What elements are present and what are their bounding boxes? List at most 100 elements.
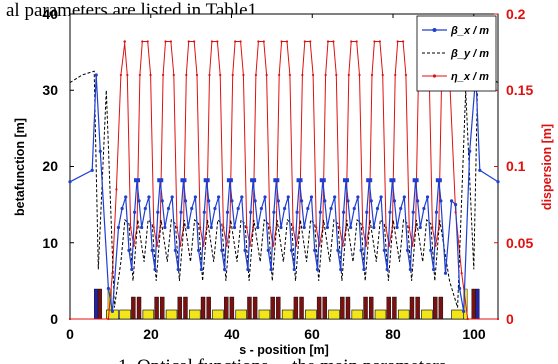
x-tick-100: 100 — [462, 326, 486, 342]
magnet-quad — [183, 296, 188, 320]
series-eta-x-point — [179, 244, 182, 247]
legend-label-beta-y: β_y / m — [450, 48, 489, 60]
series-beta-x-point — [375, 206, 380, 211]
magnet-dipole — [119, 309, 131, 320]
magnet-quad — [154, 296, 159, 320]
series-eta-x-point — [265, 73, 268, 77]
series-beta-x-point — [276, 199, 280, 203]
magnet-quad — [316, 296, 322, 320]
series-beta-x-point — [333, 195, 337, 199]
magnet-quad — [160, 296, 165, 320]
magnet-quad — [270, 296, 275, 320]
series-eta-x-point — [68, 317, 72, 321]
series-eta-x-point — [402, 40, 405, 43]
series-eta-x-point — [252, 226, 255, 229]
series-beta-x-point — [166, 206, 171, 211]
magnet-quad — [415, 296, 420, 320]
magnet-dipole — [328, 309, 340, 320]
series-beta-x-point — [439, 199, 443, 203]
series-eta-x-point — [298, 226, 301, 229]
series-beta-x-point — [341, 210, 346, 214]
magnet-quad — [177, 296, 183, 320]
magnet-quad — [392, 296, 397, 320]
series-beta-x-point — [163, 225, 167, 230]
series-eta-x-point — [318, 244, 321, 247]
series-beta-x-peak — [273, 178, 280, 183]
series-beta-x-point — [190, 206, 194, 211]
magnet-quad — [386, 296, 391, 320]
series-beta-x-point — [98, 149, 102, 153]
y-tick-right-02: 0.2 — [506, 6, 526, 22]
series-beta-x-point — [299, 199, 304, 203]
y-tick-left-40: 40 — [42, 6, 58, 22]
series-eta-x-point — [268, 226, 271, 229]
series-eta-x-point — [169, 40, 173, 43]
series-eta-x-point — [135, 226, 139, 229]
series-eta-x-point — [311, 73, 315, 77]
series-beta-x-point — [216, 195, 221, 199]
magnet-quad — [293, 296, 299, 320]
magnet-dipole — [189, 309, 201, 320]
legend: β_x / m β_y / m η_x / m — [416, 15, 497, 92]
magnet-quad — [409, 296, 415, 320]
series-eta-x-point — [199, 226, 202, 229]
x-tick-20: 20 — [143, 326, 159, 342]
magnet-dipole — [351, 309, 364, 320]
series-beta-x-point — [292, 267, 296, 272]
series-beta-x-point — [313, 248, 317, 252]
legend-label-eta-x: η_x / m — [451, 71, 489, 83]
legend-label-beta-x: β_x / m — [450, 25, 489, 37]
series-eta-x-point — [411, 244, 414, 247]
y-tick-left-10: 10 — [42, 235, 58, 251]
series-eta-x-point — [149, 73, 152, 77]
series-beta-x-point — [315, 267, 320, 272]
x-tick-80: 80 — [385, 326, 401, 342]
series-eta-x-point — [338, 226, 341, 229]
series-eta-x-point — [239, 40, 242, 43]
series-beta-x-point — [352, 206, 356, 211]
series-eta-x-point — [164, 40, 167, 43]
caption-text: 1. Optical functions ... the main parame… — [118, 356, 465, 364]
series-eta-x-point — [275, 226, 278, 229]
magnet-dipole — [165, 309, 178, 320]
series-eta-x-point — [303, 40, 306, 43]
series-eta-x-point — [146, 40, 149, 43]
series-beta-x-point — [339, 267, 343, 272]
magnet-end — [471, 288, 476, 320]
legend-box — [416, 15, 497, 92]
series-beta-x-point — [399, 206, 403, 211]
magnet-quad — [224, 296, 229, 320]
series-eta-x-point — [381, 73, 384, 77]
series-eta-x-point — [228, 226, 231, 229]
series-beta-x-point — [137, 199, 141, 203]
series-beta-x-point — [295, 210, 299, 214]
series-eta-x-point — [364, 244, 368, 247]
series-beta-x-point — [202, 210, 206, 214]
magnet-quad — [131, 296, 136, 320]
series-eta-x-point — [350, 40, 353, 43]
y-tick-right-015: 0.15 — [506, 82, 533, 98]
series-beta-x-point — [230, 199, 234, 203]
series-beta-x-point — [110, 309, 114, 313]
series-beta-x-point — [269, 267, 273, 272]
series-beta-x-peak — [435, 178, 442, 183]
series-eta-x-point — [119, 73, 122, 77]
series-beta-x-point — [106, 286, 110, 291]
series-beta-x-point — [90, 168, 94, 172]
series-eta-x-point — [373, 40, 376, 43]
series-beta-x-point — [496, 180, 500, 184]
series-layer — [68, 40, 500, 321]
series-beta-x-point — [199, 267, 204, 272]
series-beta-x-point — [183, 199, 188, 203]
series-eta-x-point — [254, 73, 258, 77]
series-eta-x-point — [123, 40, 126, 43]
series-beta-x-point — [160, 199, 164, 203]
series-eta-x-point — [460, 272, 463, 275]
series-eta-x-point — [271, 244, 275, 247]
y-tick-left-20: 20 — [42, 158, 58, 174]
series-beta-x-point — [253, 199, 257, 203]
magnet-quad — [368, 296, 374, 320]
series-beta-x-point — [408, 267, 412, 272]
magnet-dipole — [142, 309, 155, 320]
